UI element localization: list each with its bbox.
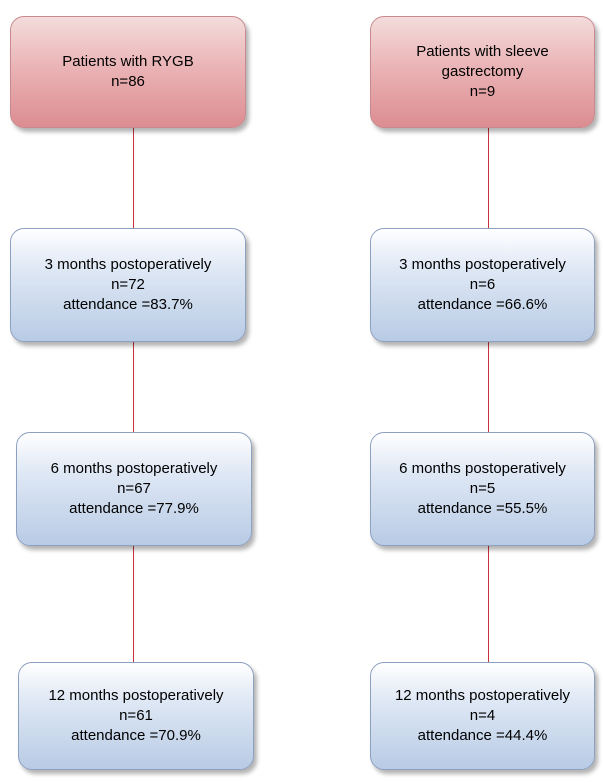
sleeve-3-months-n: n=6	[469, 276, 496, 293]
sleeve-12-months-box: 12 months postoperatively n=4 attendance…	[370, 662, 595, 770]
sleeve-6-months-label: 6 months postoperatively	[399, 460, 566, 477]
sleeve-12-months-n: n=4	[469, 707, 496, 724]
sleeve-header-box: Patients with sleeve gastrectomy n=9	[370, 16, 595, 128]
rygb-3-months-attendance: attendance =83.7%	[63, 296, 193, 313]
sleeve-6-months-box: 6 months postoperatively n=5 attendance …	[370, 432, 595, 546]
rygb-12-months-attendance: attendance =70.9%	[71, 727, 201, 744]
sleeve-6-months-attendance: attendance =55.5%	[417, 500, 548, 517]
rygb-header-box: Patients with RYGB n=86	[10, 16, 246, 128]
connector-sleeve-6m-to-12m	[488, 546, 489, 662]
connector-rygb-6m-to-12m	[133, 546, 134, 662]
rygb-6-months-n: n=67	[117, 480, 151, 497]
rygb-6-months-attendance: attendance =77.9%	[69, 500, 199, 517]
rygb-header-line-2: n=86	[111, 73, 145, 90]
sleeve-3-months-label: 3 months postoperatively	[399, 256, 566, 273]
sleeve-header-line-3: n=9	[469, 83, 496, 100]
rygb-12-months-n: n=61	[119, 707, 153, 724]
rygb-3-months-label: 3 months postoperatively	[44, 256, 212, 273]
rygb-3-months-n: n=72	[111, 276, 145, 293]
rygb-header-line-1: Patients with RYGB	[62, 53, 194, 70]
sleeve-header-line-2: gastrectomy	[441, 63, 524, 80]
rygb-6-months-box: 6 months postoperatively n=67 attendance…	[16, 432, 252, 546]
rygb-6-months-label: 6 months postoperatively	[50, 460, 218, 477]
connector-rygb-3m-to-6m	[133, 342, 134, 432]
connector-sleeve-3m-to-6m	[488, 342, 489, 432]
sleeve-12-months-attendance: attendance =44.4%	[417, 727, 548, 744]
sleeve-3-months-box: 3 months postoperatively n=6 attendance …	[370, 228, 595, 342]
sleeve-6-months-n: n=5	[469, 480, 496, 497]
sleeve-3-months-attendance: attendance =66.6%	[417, 296, 548, 313]
connector-sleeve-header-to-3m	[488, 127, 489, 228]
connector-rygb-header-to-3m	[133, 127, 134, 228]
sleeve-12-months-label: 12 months postoperatively	[394, 687, 571, 704]
sleeve-header-line-1: Patients with sleeve	[416, 43, 549, 60]
rygb-12-months-label: 12 months postoperatively	[48, 687, 224, 704]
rygb-3-months-box: 3 months postoperatively n=72 attendance…	[10, 228, 246, 342]
rygb-12-months-box: 12 months postoperatively n=61 attendanc…	[18, 662, 254, 770]
